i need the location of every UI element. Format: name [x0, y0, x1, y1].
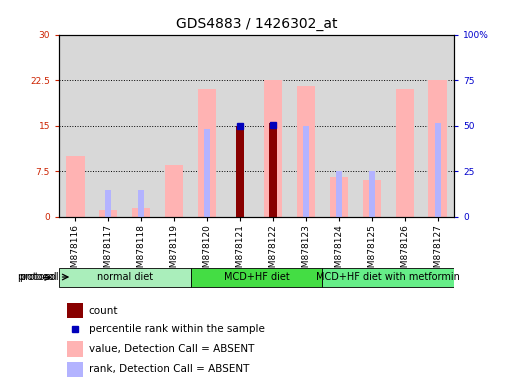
Bar [125, 35, 157, 217]
Bar [157, 35, 191, 217]
Text: protocol: protocol [17, 272, 56, 283]
Bar [269, 123, 277, 217]
Bar [198, 89, 216, 217]
Text: MCD+HF diet with metformin: MCD+HF diet with metformin [316, 272, 460, 282]
Bar [139, 190, 144, 217]
Bar [59, 268, 191, 287]
Bar [66, 156, 85, 217]
Bar [67, 341, 83, 356]
Bar [421, 35, 454, 217]
Bar [191, 268, 322, 287]
Bar [330, 177, 348, 217]
Bar [336, 171, 342, 217]
Bar [428, 80, 447, 217]
Bar [204, 129, 210, 217]
Bar [322, 35, 355, 217]
Text: count: count [89, 306, 118, 316]
Bar [303, 126, 309, 217]
Title: GDS4883 / 1426302_at: GDS4883 / 1426302_at [176, 17, 337, 31]
Bar [105, 190, 111, 217]
Bar [67, 362, 83, 377]
Bar [289, 35, 322, 217]
Bar [132, 208, 150, 217]
Bar [165, 165, 183, 217]
Bar [388, 35, 421, 217]
Bar [396, 89, 413, 217]
Bar [363, 180, 381, 217]
Text: protocol: protocol [19, 272, 59, 282]
Bar [100, 210, 117, 217]
Text: MCD+HF diet: MCD+HF diet [224, 272, 289, 282]
Bar [435, 123, 441, 217]
Bar [297, 86, 315, 217]
Bar [322, 268, 454, 287]
Bar [191, 35, 224, 217]
Bar [59, 35, 92, 217]
Bar [236, 126, 244, 217]
Text: percentile rank within the sample: percentile rank within the sample [89, 324, 265, 334]
Text: value, Detection Call = ABSENT: value, Detection Call = ABSENT [89, 344, 254, 354]
Bar [224, 35, 256, 217]
Bar [92, 35, 125, 217]
Bar [264, 80, 282, 217]
Bar [256, 35, 289, 217]
Text: rank, Detection Call = ABSENT: rank, Detection Call = ABSENT [89, 364, 249, 374]
Bar [355, 35, 388, 217]
Text: normal diet: normal diet [97, 272, 153, 282]
Bar [369, 171, 374, 217]
Bar [67, 303, 83, 318]
